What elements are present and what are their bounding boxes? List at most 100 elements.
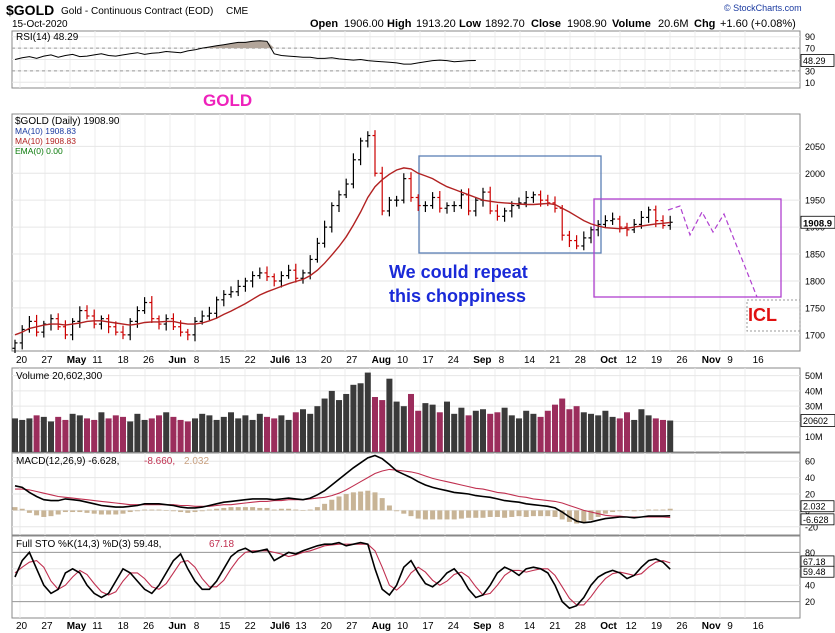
macd-histogram-bar: [646, 509, 652, 511]
price-axis-tick: 1950: [805, 196, 825, 206]
volume-bar: [508, 415, 515, 452]
macd-histogram-bar: [271, 509, 277, 511]
volume-bar: [242, 415, 249, 452]
macd-histogram-bar: [617, 510, 623, 512]
macd-histogram-bar: [343, 494, 349, 511]
sto-legend-1: 67.18: [209, 539, 234, 550]
price-bar: [372, 130, 378, 177]
price-bar: [473, 196, 479, 217]
macd-histogram-bar: [502, 510, 508, 518]
volume-bar: [170, 416, 177, 452]
macd-legend-1: -8.660,: [144, 456, 175, 467]
x-axis-top-label: 22: [245, 355, 257, 366]
x-axis-top-bg: [12, 353, 800, 366]
volume-bar: [343, 393, 350, 452]
chg-label: Chg: [694, 18, 715, 30]
x-axis-top-label: 20: [321, 355, 333, 366]
rsi-last-box: [800, 54, 835, 67]
price-bar: [300, 269, 306, 284]
macd-histogram-bar: [336, 496, 342, 511]
macd-histogram-bar: [588, 510, 594, 521]
macd-histogram-bar: [156, 509, 162, 511]
volume-bar: [177, 419, 184, 452]
x-axis-bottom-label: 20: [321, 621, 333, 632]
high-value: 1913.20: [416, 18, 456, 30]
price-bar: [271, 273, 277, 287]
x-axis-top-label: 15: [219, 355, 231, 366]
price-bar: [19, 325, 25, 350]
consolidation-box: [418, 155, 602, 254]
x-axis-top-label: 28: [575, 355, 587, 366]
volume-bar: [458, 407, 465, 452]
macd-histogram-bar: [437, 510, 443, 520]
macd-histogram-bar: [235, 507, 241, 511]
x-axis-bottom-label: 14: [524, 621, 536, 632]
volume-bar: [494, 412, 501, 452]
macd-histogram-bar: [451, 510, 457, 520]
x-axis-top-label: 10: [397, 355, 409, 366]
x-axis-bottom-label: Oct: [600, 621, 617, 632]
macd-histogram-bar: [516, 510, 522, 517]
macd-axis-tick: 20: [805, 490, 815, 500]
x-axis-top-label: 9: [727, 355, 733, 366]
volume-bar: [588, 413, 594, 452]
price-bar: [98, 315, 104, 330]
macd-axis-tick: -20: [805, 522, 818, 532]
x-axis-bottom-bg: [12, 619, 800, 632]
x-axis-bottom-label: 16: [753, 621, 765, 632]
x-axis-top-label: Jul6: [270, 355, 290, 366]
price-bar: [149, 296, 155, 323]
price-bar: [617, 215, 623, 233]
volume-bar: [645, 415, 652, 452]
volume-bar: [184, 421, 191, 452]
macd-histogram-bar: [358, 491, 364, 511]
x-axis-bottom-label: 8: [499, 621, 505, 632]
volume-bar: [429, 404, 436, 452]
volume-bar: [76, 415, 83, 452]
macd-histogram-bar: [466, 510, 472, 518]
macd-histogram-bar: [12, 507, 18, 511]
x-axis-bottom-label: 22: [245, 621, 257, 632]
x-axis-bottom-label: Sep: [473, 621, 491, 632]
sto-last-box: [800, 565, 835, 578]
low-label: Low: [459, 18, 481, 30]
x-axis-top-label: 26: [143, 355, 155, 366]
price-bar: [595, 220, 601, 237]
volume-bar: [386, 378, 393, 452]
volume-bar: [580, 412, 587, 452]
x-axis-top-label: 18: [118, 355, 130, 366]
volume-bar: [199, 413, 206, 452]
x-axis-bottom-label: 21: [549, 621, 561, 632]
x-axis-bottom-label: 10: [397, 621, 409, 632]
annotation-line-2: this choppiness: [389, 286, 526, 306]
macd-histogram-bar: [473, 510, 479, 518]
x-axis-top-label: 27: [346, 355, 358, 366]
volume-bar: [12, 418, 18, 452]
open-value: 1906.00: [344, 18, 384, 30]
price-bar: [41, 320, 47, 338]
x-axis-bottom-label: 19: [651, 621, 663, 632]
macd-histogram-bar: [206, 509, 212, 511]
macd-histogram-bar: [487, 510, 493, 517]
macd-histogram-bar: [494, 510, 500, 517]
volume-bar: [48, 421, 54, 452]
macd-histogram-bar: [120, 510, 126, 514]
macd-histogram-bar: [444, 510, 450, 520]
price-bar: [610, 212, 616, 225]
rsi-axis-tick: 10: [805, 78, 815, 88]
sto-axis-tick: 20: [805, 597, 815, 607]
x-axis-top-label: Aug: [372, 355, 391, 366]
volume-bar: [33, 415, 40, 452]
macd-histogram-bar: [178, 510, 184, 513]
macd-histogram-bar: [221, 507, 227, 511]
volume-bar: [631, 419, 638, 452]
price-bar: [574, 235, 580, 250]
x-axis-top-label: 8: [499, 355, 505, 366]
price-bar: [631, 219, 637, 234]
volume-bar: [400, 406, 407, 452]
volume-bar: [408, 393, 414, 452]
x-axis-top-label: Jun: [168, 355, 186, 366]
x-axis-top-label: 27: [41, 355, 53, 366]
volume-bar: [559, 398, 566, 452]
